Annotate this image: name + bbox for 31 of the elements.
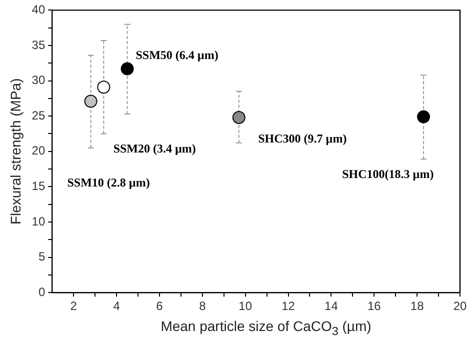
y-tick-label: 35	[32, 38, 46, 52]
y-tick-label: 10	[32, 214, 46, 228]
y-tick-label: 15	[32, 179, 46, 194]
y-tick-label: 5	[38, 250, 46, 264]
annotation: SSM10 (2.8 µm)	[67, 175, 150, 190]
annotation: SHC100(18.3 µm)	[342, 166, 434, 181]
x-tick-label: 6	[156, 299, 164, 314]
point	[120, 62, 134, 76]
x-tick-label: 14	[324, 299, 338, 314]
y-tick-label: 20	[32, 144, 46, 158]
x-tick-label: 4	[113, 299, 120, 314]
point	[97, 80, 110, 94]
x-tick-label: 12	[282, 299, 296, 314]
y-tick-label: 25	[32, 108, 46, 122]
point	[232, 111, 246, 124]
x-axis-title: Mean particle size of CaCO$_{3}$ (µm)	[160, 318, 372, 338]
x-tick-label: 18	[410, 299, 424, 314]
annotation: SSM50 (6.4 µm)	[136, 48, 218, 62]
y-tick-label: 30	[32, 73, 46, 88]
annotation: SHC300 (9.7 µm)	[258, 131, 347, 146]
point	[417, 110, 430, 124]
annotation: SSM20 (3.4 µm)	[113, 141, 196, 156]
x-tick-label: 8	[199, 299, 206, 314]
x-tick-label: 10	[238, 299, 252, 314]
x-tick-label: 16	[367, 299, 382, 314]
y-tick-label: 0	[38, 284, 46, 299]
y-tick-label: 40	[32, 2, 46, 17]
x-tick-label: 2	[70, 299, 78, 314]
y-axis-title: Flexural strength (MPa)	[7, 78, 24, 225]
point	[84, 94, 98, 108]
x-tick-label: 20	[453, 299, 467, 314]
